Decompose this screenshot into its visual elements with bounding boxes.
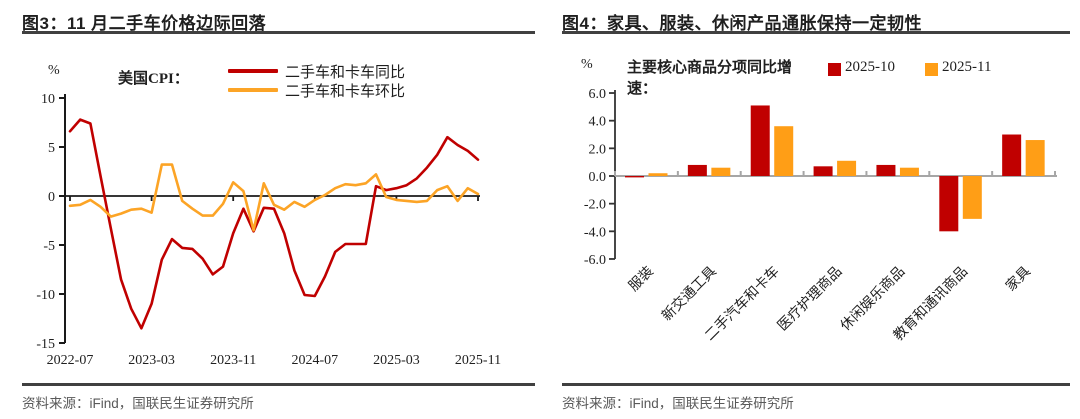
bar-2025-11 [899,167,919,176]
y-tick-label: 5 [48,141,55,156]
figure3-source: 资料来源：iFind，国联民生证券研究所 [22,396,254,411]
figure3-source-rule [22,383,535,386]
figure3-title: 图3：11 月二手车价格边际回落 [22,14,267,33]
figure3-unit-label: % [48,63,60,78]
category-label: 家具 [1002,263,1034,295]
y-tick-label: -4.0 [584,225,606,240]
x-tick-label: 2025-11 [455,353,501,368]
bar-2025-11 [774,126,794,176]
category-label: 医疗护理商品 [775,264,846,335]
legend-2025-10-swatch [828,63,841,76]
y-tick-label: 0 [48,190,55,205]
legend-mom-line-swatch [228,88,278,92]
bar-2025-10 [750,105,770,176]
y-tick-label: -5 [43,239,55,254]
x-tick-label: 2022-07 [47,353,94,368]
core-goods-inflation-bar-chart: 6.04.02.00.0-2.0-4.0-6.0服装 新交通工具二手汽车和卡车医疗… [584,87,1057,344]
figure4-title: 图4：家具、服装、休闲产品通胀保持一定韧性 [562,14,922,33]
y-tick-label: 2.0 [589,142,607,157]
mom-series-line [68,163,480,232]
figure4-source-rule [562,383,1070,386]
bar-2025-11 [711,167,731,176]
y-tick-label: 0.0 [589,170,607,185]
figure4-source: 资料来源：iFind，国联民生证券研究所 [562,396,794,411]
figure4-title-rule [562,31,1070,34]
bar-2025-10 [687,164,707,176]
bar-2025-11 [648,173,668,176]
y-tick-label: 10 [41,92,55,107]
y-tick-label: -10 [36,288,55,303]
yoy-series-line [68,118,480,330]
y-tick-label: -15 [36,337,55,352]
category-label: 休闲娱乐商品 [838,264,909,335]
x-tick-label: 2024-07 [291,353,338,368]
figure3-title-rule [22,31,535,34]
y-tick-label: -6.0 [584,253,606,268]
bar-2025-10 [625,176,644,178]
bar-2025-11 [1025,140,1045,176]
x-tick-label: 2023-03 [128,353,175,368]
figure4-legend-title: 主要核心商品分项同比增速： [627,60,793,97]
category-label: 服装 [626,264,657,295]
figure3-legend-title: 美国CPI： [118,71,189,87]
y-tick-label: -2.0 [584,198,606,213]
x-tick-label: 2023-11 [210,353,256,368]
x-tick-label: 2025-03 [373,353,420,368]
y-tick-label: 4.0 [589,115,607,130]
legend-2025-10-label: 2025-10 [845,59,895,75]
bar-2025-11 [837,160,857,176]
legend-2025-11-label: 2025-11 [942,59,992,75]
y-tick-label: 6.0 [589,87,607,102]
bar-2025-10 [876,164,896,176]
category-label: 新交通工具 [658,263,720,325]
bar-2025-10 [1002,134,1022,176]
bar-2025-10 [939,176,959,232]
legend-mom-label: 二手车和卡车环比 [285,84,406,100]
legend-yoy-label: 二手车和卡车同比 [285,65,406,81]
bar-2025-10 [813,166,833,176]
legend-2025-11-swatch [925,63,938,76]
bar-2025-11 [962,176,982,219]
legend-yoy-line-swatch [228,69,278,73]
figure4-unit-label: % [581,57,593,72]
